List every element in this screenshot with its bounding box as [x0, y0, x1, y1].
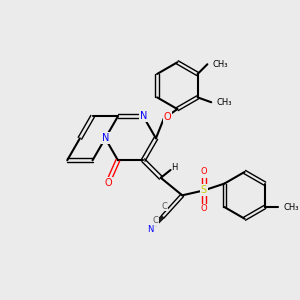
Text: S: S — [201, 185, 207, 196]
Text: C: C — [162, 202, 168, 211]
Text: CH₃: CH₃ — [284, 202, 299, 211]
Text: N: N — [140, 111, 147, 122]
Text: O: O — [200, 167, 207, 176]
Text: H: H — [171, 163, 178, 172]
Text: O: O — [104, 178, 112, 188]
Text: CH₃: CH₃ — [212, 60, 228, 69]
Text: N: N — [102, 133, 109, 143]
Text: CH₃: CH₃ — [216, 98, 232, 107]
Text: O: O — [164, 112, 171, 122]
Text: O: O — [200, 205, 207, 214]
Text: C: C — [152, 216, 158, 225]
Text: N: N — [147, 225, 153, 234]
